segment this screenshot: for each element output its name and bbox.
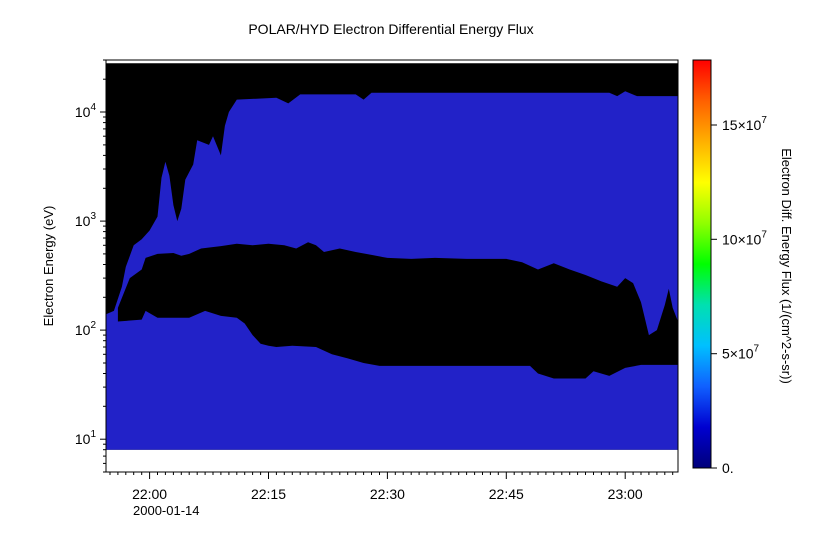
date-label: 2000-01-14 [133,503,200,518]
colorbar: 0. 5×107 10×107 15×107 [692,59,767,476]
colorbar-tick-label: 5×107 [722,344,760,362]
colorbar-tick-label: 0. [722,460,734,476]
y-tick-label: 101 [75,429,97,447]
x-tick-label: 23:00 [608,486,643,502]
colorbar-scale [692,59,712,469]
colorbar-label: Electron Diff. Energy Flux (1/(cm^2-s-sr… [779,148,794,384]
plot-frame [105,59,679,473]
y-axis: 101 102 103 104 [75,59,106,473]
y-tick-label: 102 [75,320,97,338]
plot-area [105,59,679,473]
colorbar-ticks: 0. 5×107 10×107 15×107 [711,115,767,476]
x-axis: 22:00 22:15 22:30 22:45 23:00 [109,472,674,502]
x-tick-label: 22:45 [489,486,524,502]
x-tick-label: 22:15 [251,486,286,502]
low-flux-gap [117,242,678,379]
colorbar-tick-label: 10×107 [722,229,767,247]
x-tick-label: 22:30 [370,486,405,502]
colorbar-tick-label: 15×107 [722,115,767,133]
y-tick-label: 103 [75,211,97,229]
chart-title: POLAR/HYD Electron Differential Energy F… [248,21,533,37]
x-tick-label: 22:00 [132,486,167,502]
y-axis-label: Electron Energy (eV) [41,206,56,327]
y-tick-label: 104 [75,102,97,120]
